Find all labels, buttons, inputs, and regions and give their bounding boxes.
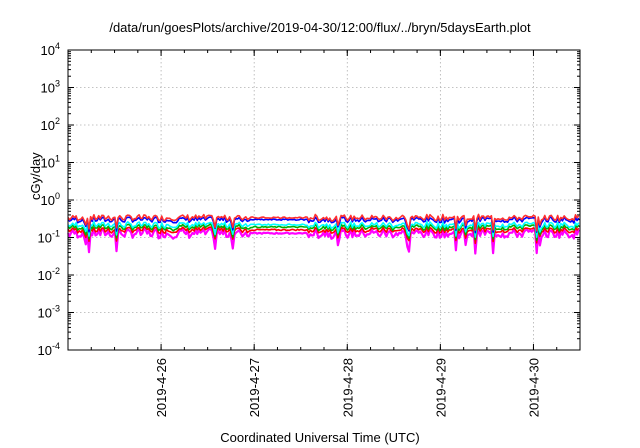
y-tick-label: 102 [41, 116, 60, 133]
y-tick-label: 10-1 [38, 229, 60, 246]
series-line [67, 213, 580, 232]
y-tick-label: 10-2 [38, 266, 60, 283]
grid [68, 50, 580, 350]
chart-title: /data/run/goesPlots/archive/2019-04-30/1… [109, 20, 531, 35]
y-tick-label: 103 [41, 79, 60, 96]
y-tick-label: 100 [41, 191, 60, 208]
plot-frame [67, 49, 581, 351]
x-tick-label: 2019-4-26 [154, 358, 169, 417]
x-axis-label: Coordinated Universal Time (UTC) [220, 430, 420, 445]
y-tick-label: 10-3 [38, 304, 60, 321]
y-tick-label: 101 [41, 154, 60, 171]
y-axis-label: cGy/day [28, 152, 43, 200]
x-tick-label: 2019-4-28 [340, 358, 355, 417]
x-tick-label: 2019-4-30 [526, 358, 541, 417]
series-line [67, 227, 580, 255]
y-tick-label: 10-4 [38, 341, 60, 358]
y-tick-label: 104 [41, 41, 60, 58]
x-tick-label: 2019-4-27 [247, 358, 262, 417]
x-tick-label: 2019-4-29 [433, 358, 448, 417]
